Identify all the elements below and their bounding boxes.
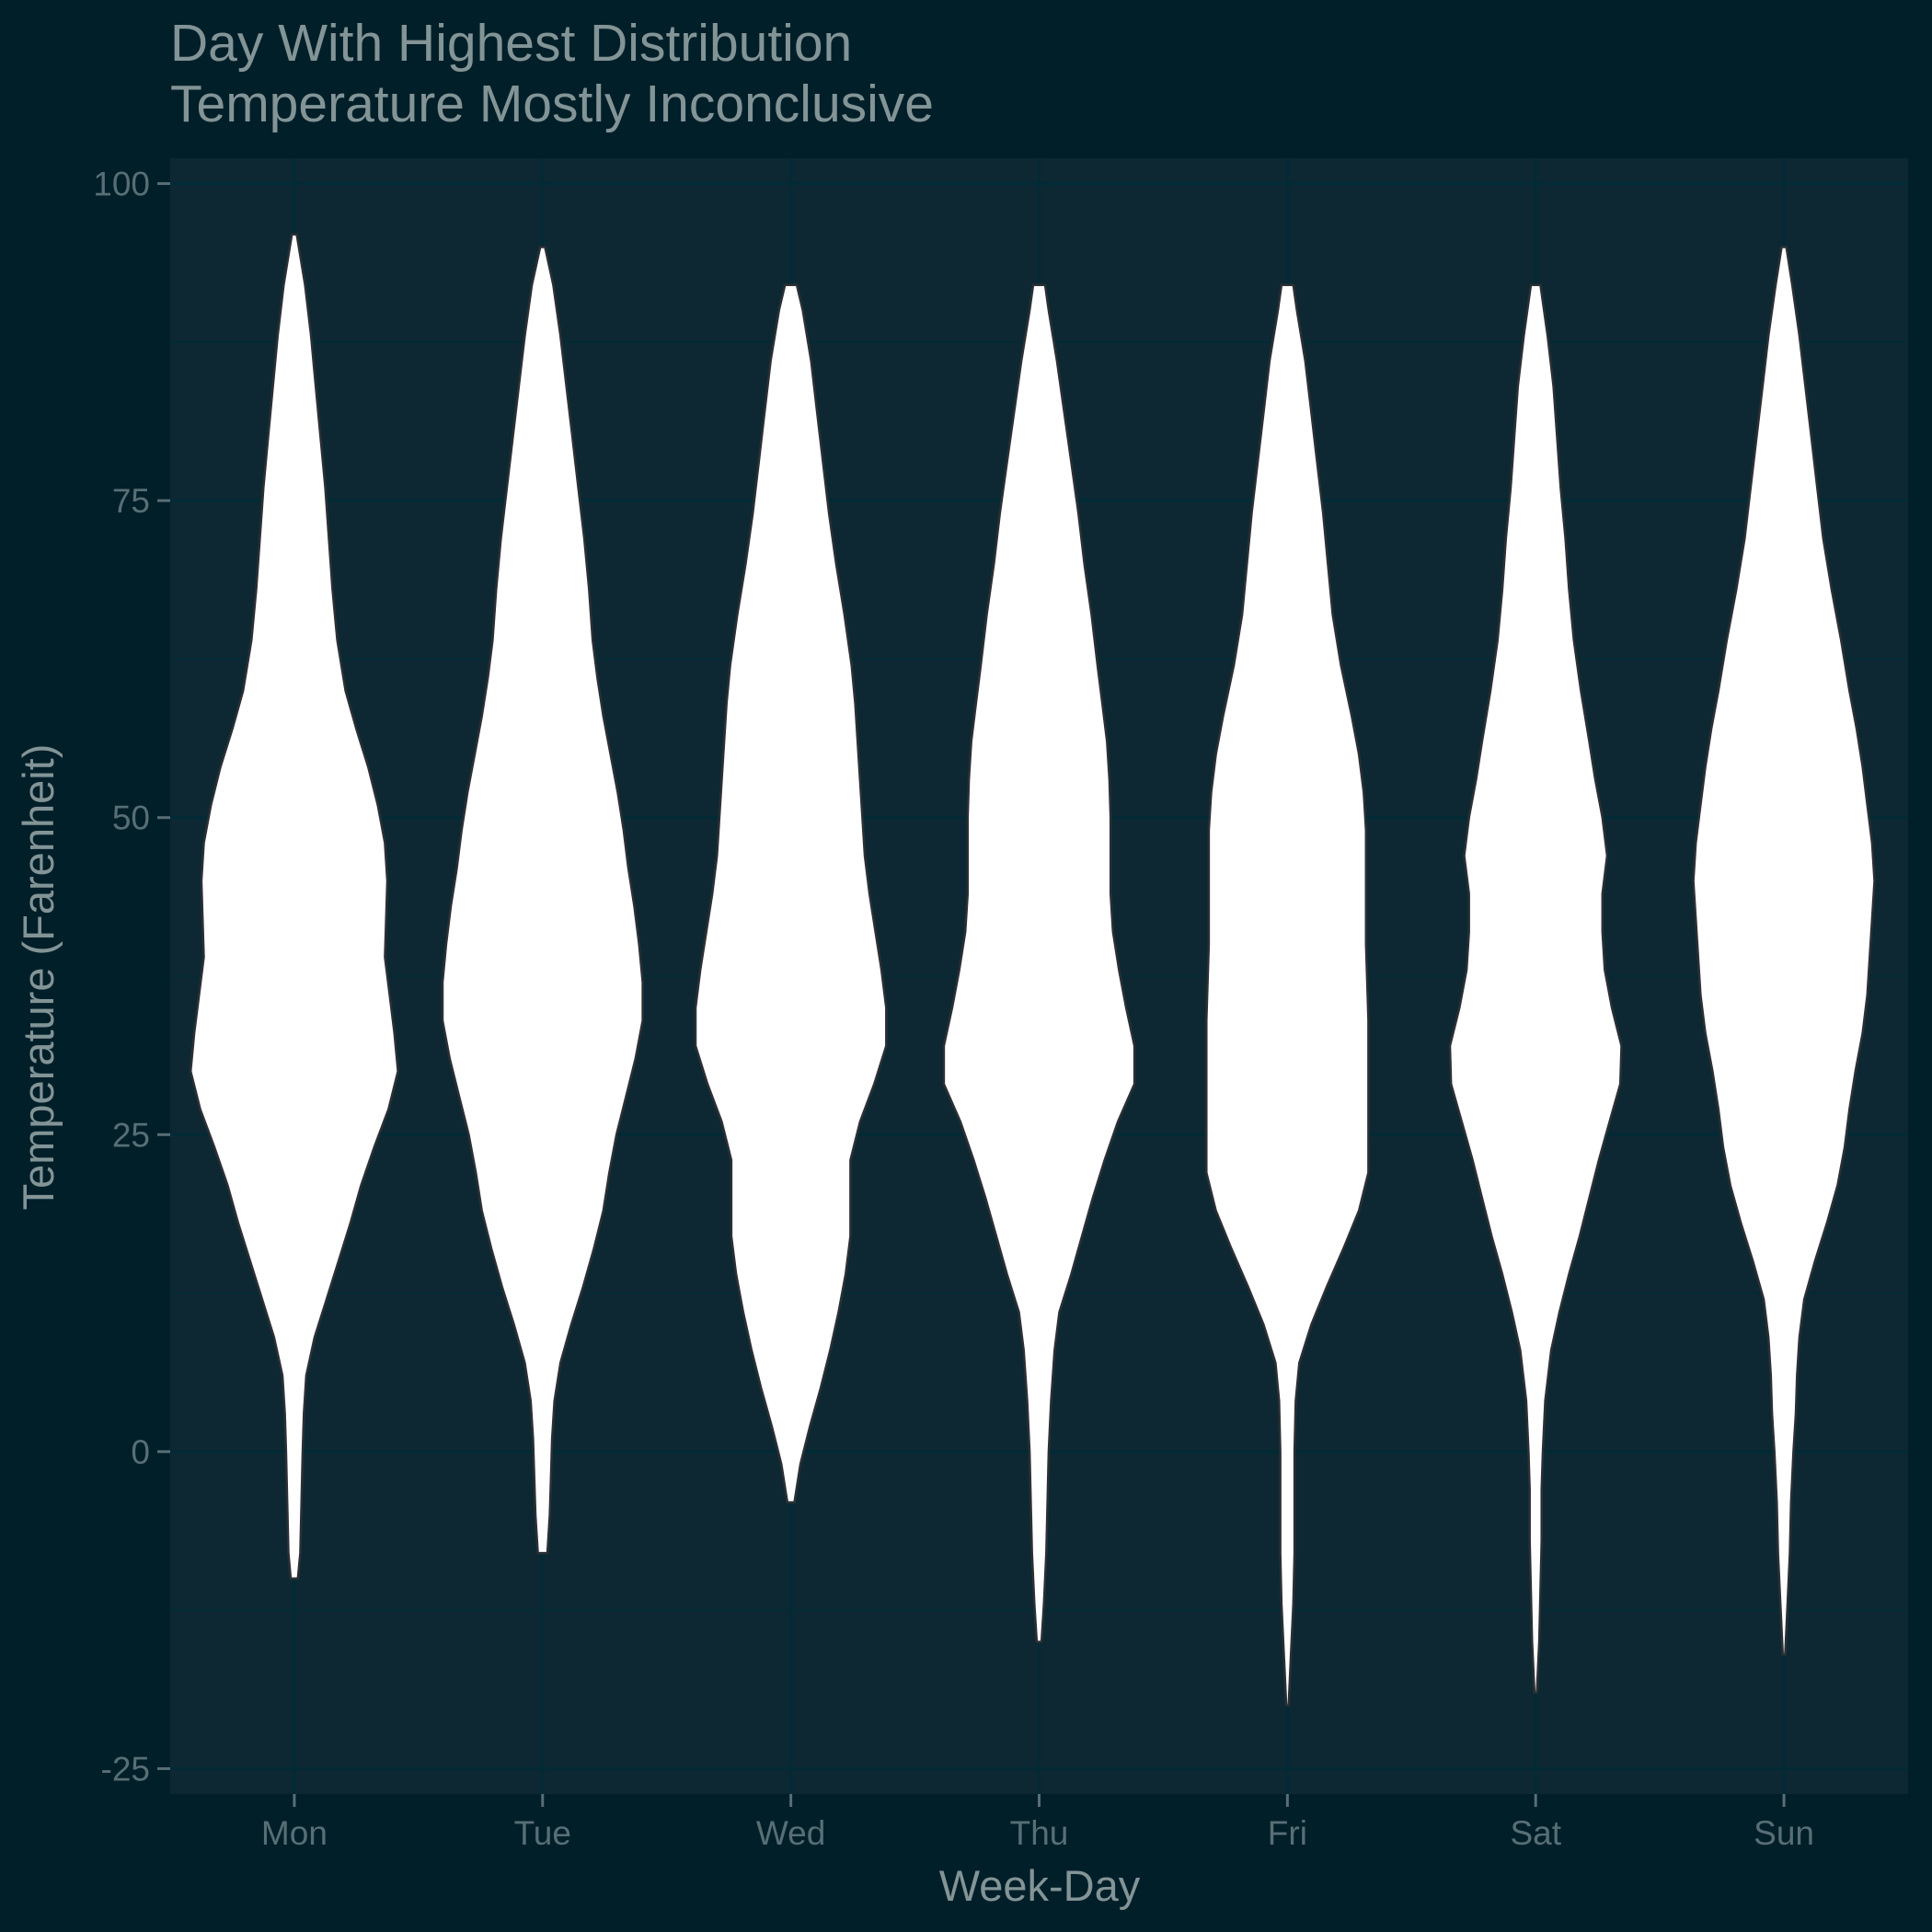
chart-subtitle: Temperature Mostly Inconclusive <box>170 75 934 133</box>
y-tick-label: -25 <box>101 1750 150 1788</box>
x-tick-label: Thu <box>1010 1814 1069 1852</box>
y-axis-title: Temperature (Farenheit) <box>14 744 63 1211</box>
y-axis: -25 0 25 50 75 100 <box>93 166 170 1788</box>
x-tick-label: Wed <box>756 1814 825 1852</box>
violin-mon <box>189 233 399 1580</box>
x-tick-label: Tue <box>514 1814 571 1852</box>
violin-fri <box>1205 283 1370 1707</box>
x-tick-label: Mon <box>261 1814 328 1852</box>
y-tick-label: 75 <box>112 482 150 520</box>
x-tick-label: Fri <box>1268 1814 1307 1852</box>
violin-sun <box>1692 246 1876 1656</box>
y-tick-label: 100 <box>93 166 150 203</box>
chart-title: Day With Highest Distribution <box>170 14 852 73</box>
violin-tue <box>441 246 644 1555</box>
x-tick-label: Sat <box>1510 1814 1561 1852</box>
x-tick-label: Sun <box>1754 1814 1814 1852</box>
x-axis: Mon Tue Wed Thu Fri Sat Sun <box>261 1794 1814 1852</box>
violin-wed <box>694 283 888 1504</box>
y-tick-label: 50 <box>112 799 150 837</box>
violins <box>189 233 1876 1707</box>
y-tick-label: 25 <box>112 1116 150 1154</box>
y-tick-label: 0 <box>131 1433 150 1471</box>
violin-thu <box>942 283 1136 1643</box>
violin-sat <box>1448 283 1623 1694</box>
x-axis-title: Week-Day <box>939 1861 1141 1910</box>
